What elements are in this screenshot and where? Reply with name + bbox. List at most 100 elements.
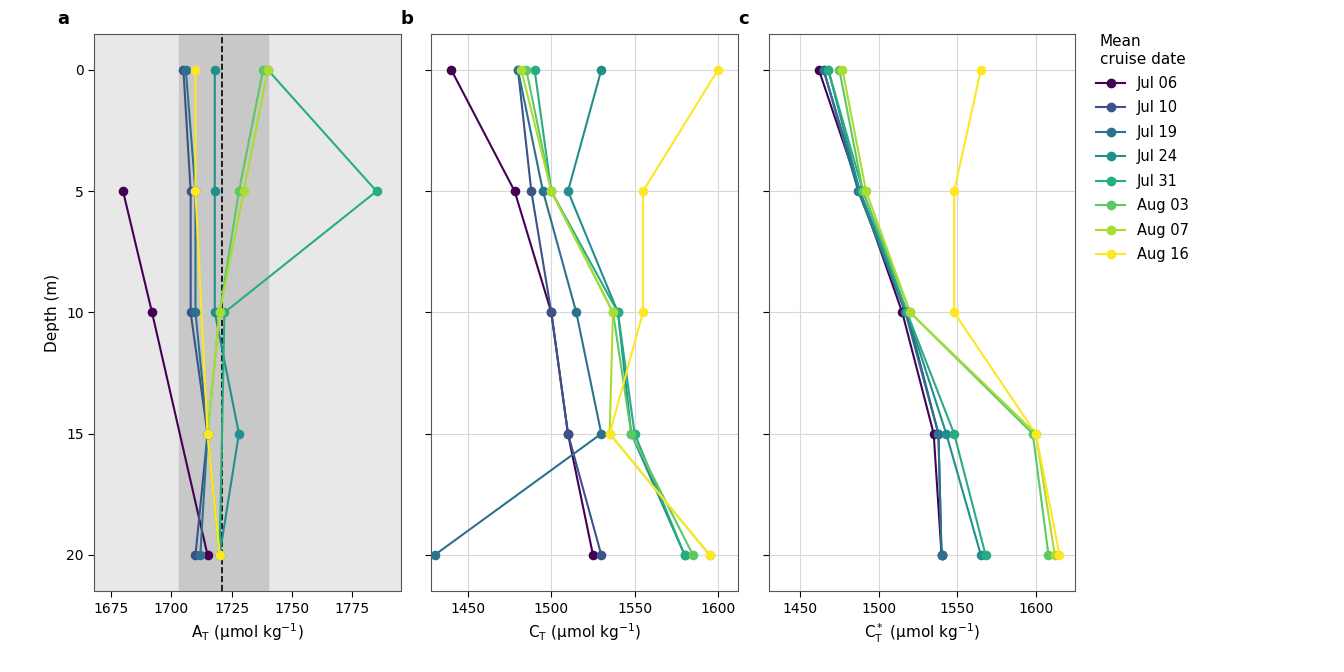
Point xyxy=(590,550,612,560)
Text: a: a xyxy=(58,10,70,28)
Point xyxy=(607,307,629,318)
Point xyxy=(931,550,953,560)
Point xyxy=(175,65,196,75)
Point xyxy=(228,186,250,197)
Point xyxy=(228,428,250,439)
Point xyxy=(190,550,211,560)
Point xyxy=(423,550,445,560)
Point xyxy=(813,65,835,75)
Point xyxy=(943,428,965,439)
Point xyxy=(848,186,870,197)
Point xyxy=(204,186,226,197)
Point xyxy=(540,307,562,318)
Point xyxy=(441,65,462,75)
Point xyxy=(208,550,230,560)
Point xyxy=(184,65,206,75)
Point xyxy=(590,65,612,75)
Bar xyxy=(94,34,401,591)
Point xyxy=(683,550,704,560)
Point xyxy=(196,428,218,439)
Point xyxy=(208,550,230,560)
Point xyxy=(1048,550,1070,560)
X-axis label: C$_\mathregular{T}$ (μmol kg$^{-1}$): C$_\mathregular{T}$ (μmol kg$^{-1}$) xyxy=(528,622,641,643)
Point xyxy=(208,550,230,560)
Point xyxy=(532,186,554,197)
Point xyxy=(1025,428,1047,439)
Point xyxy=(184,186,206,197)
Point xyxy=(855,186,876,197)
Point xyxy=(624,428,645,439)
Point xyxy=(896,307,918,318)
Point xyxy=(621,428,642,439)
Point xyxy=(566,307,587,318)
Point xyxy=(204,65,226,75)
Point xyxy=(172,65,194,75)
Legend: Jul 06, Jul 10, Jul 19, Jul 24, Jul 31, Aug 03, Aug 07, Aug 16: Jul 06, Jul 10, Jul 19, Jul 24, Jul 31, … xyxy=(1091,30,1193,267)
Point xyxy=(540,186,562,197)
Point xyxy=(141,307,163,318)
Point xyxy=(180,186,202,197)
Point xyxy=(602,307,624,318)
Point xyxy=(829,65,851,75)
Point xyxy=(511,65,532,75)
Point xyxy=(590,428,612,439)
Point xyxy=(927,428,949,439)
Point xyxy=(540,307,562,318)
Point xyxy=(558,186,579,197)
X-axis label: A$_\mathregular{T}$ (μmol kg$^{-1}$): A$_\mathregular{T}$ (μmol kg$^{-1}$) xyxy=(191,622,304,643)
Point xyxy=(558,428,579,439)
Point xyxy=(970,550,992,560)
Point xyxy=(895,307,917,318)
Point xyxy=(180,307,202,318)
Bar xyxy=(179,34,267,591)
Point xyxy=(817,65,839,75)
Point xyxy=(632,186,653,197)
Point xyxy=(943,186,965,197)
Point xyxy=(184,186,206,197)
Point xyxy=(196,428,218,439)
Point xyxy=(204,307,226,318)
Point xyxy=(849,186,871,197)
Point xyxy=(196,428,218,439)
Text: b: b xyxy=(401,10,414,28)
Point xyxy=(970,65,992,75)
Point xyxy=(524,65,546,75)
Point xyxy=(899,307,921,318)
Point xyxy=(699,550,720,560)
Point xyxy=(540,186,562,197)
Point xyxy=(896,307,918,318)
Point xyxy=(974,550,996,560)
Point xyxy=(673,550,695,560)
Point xyxy=(599,428,621,439)
Point xyxy=(1044,550,1066,560)
Point xyxy=(507,65,528,75)
Point xyxy=(607,307,629,318)
Point xyxy=(927,428,949,439)
Point xyxy=(931,550,953,560)
Point xyxy=(808,65,829,75)
Point xyxy=(257,65,278,75)
Point xyxy=(214,307,235,318)
Point xyxy=(699,550,720,560)
Point xyxy=(113,186,134,197)
Point xyxy=(943,307,965,318)
Point xyxy=(208,307,230,318)
Point xyxy=(540,186,562,197)
Point xyxy=(208,307,230,318)
Point xyxy=(817,65,839,75)
Point xyxy=(1038,550,1059,560)
Point xyxy=(849,186,871,197)
Point xyxy=(813,65,835,75)
Point xyxy=(208,550,230,560)
Point xyxy=(852,186,874,197)
Point xyxy=(253,65,274,75)
Point xyxy=(184,307,206,318)
Point xyxy=(196,428,218,439)
Point xyxy=(621,428,642,439)
Point xyxy=(582,550,603,560)
Point xyxy=(366,186,387,197)
Point xyxy=(673,550,695,560)
Point xyxy=(707,65,728,75)
Point xyxy=(852,186,874,197)
Point xyxy=(520,186,542,197)
